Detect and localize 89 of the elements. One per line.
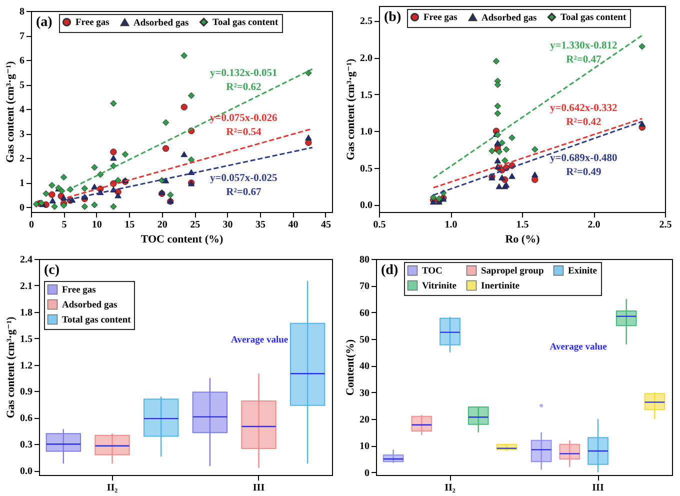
legend-label: Toal gas content bbox=[212, 18, 279, 28]
x-tick-label: 0.5 bbox=[373, 220, 386, 230]
x-tick-label: 25 bbox=[190, 220, 200, 230]
y-tick-label: 10 bbox=[360, 441, 370, 452]
y-tick-label: 1.5 bbox=[360, 90, 372, 101]
y-tick-label: 1.2 bbox=[20, 360, 32, 372]
legend-label: Free gas bbox=[62, 286, 96, 296]
y-axis-title: Gas content (cm³·g⁻¹) bbox=[5, 316, 17, 418]
annotation: R²=0.49 bbox=[566, 167, 602, 178]
legend-label: Free gas bbox=[424, 13, 458, 24]
annotation: R²=0.67 bbox=[226, 187, 262, 198]
legend-label: Adsorbed gas bbox=[134, 18, 189, 28]
y-tick-label: 8 bbox=[20, 6, 24, 18]
x-tick-label: III bbox=[592, 482, 604, 494]
y-tick-label: 3 bbox=[20, 129, 24, 140]
legend-label: Vitrinite bbox=[422, 282, 456, 292]
y-tick-label: 2.5 bbox=[360, 16, 372, 28]
y-tick-label: 0 bbox=[364, 468, 370, 479]
y-axis-title: Gas content (cm³·g⁻¹) bbox=[345, 58, 357, 160]
legend-label: Adsorbed gas bbox=[482, 13, 537, 24]
annotation: R²=0.47 bbox=[566, 54, 602, 66]
y-tick-label: 2.0 bbox=[360, 53, 372, 64]
x-tick-label: 1.5 bbox=[516, 220, 529, 230]
y-tick-label: 0.0 bbox=[20, 466, 32, 478]
annotation: y=0.642x-0.332 bbox=[550, 102, 618, 114]
x-tick-label: 1.0 bbox=[444, 220, 458, 230]
legend-label: Adsorbed gas bbox=[62, 300, 118, 310]
x-tick-label: III bbox=[252, 482, 265, 494]
y-tick-label: 1.8 bbox=[20, 307, 32, 318]
annotation: y=0.075x-0.026 bbox=[210, 112, 278, 124]
y-tick-label: 30 bbox=[360, 388, 370, 399]
legend-label: Total gas content bbox=[62, 316, 132, 326]
x-tick-label: 30 bbox=[222, 220, 233, 230]
x-tick-label: 35 bbox=[256, 220, 266, 230]
annotation: y=0.689x-0.480 bbox=[550, 153, 618, 164]
y-tick-label: 60 bbox=[360, 308, 370, 319]
y-tick-label: 5 bbox=[20, 80, 24, 92]
y-tick-label: 50 bbox=[360, 334, 370, 346]
annotation: R²=0.62 bbox=[226, 82, 262, 94]
x-tick-label: II₂ bbox=[106, 482, 118, 494]
y-tick-label: 6 bbox=[20, 56, 24, 67]
annotation: (a) bbox=[36, 15, 53, 30]
annotation: y=1.330x-0.812 bbox=[550, 40, 618, 52]
y-tick-label: 70 bbox=[360, 281, 370, 292]
annotation: R²=0.42 bbox=[566, 116, 602, 128]
y-tick-label: 7 bbox=[20, 31, 24, 42]
y-tick-label: 2.1 bbox=[20, 280, 32, 292]
annotation: y=0.057x-0.025 bbox=[210, 173, 278, 184]
y-tick-label: 0.3 bbox=[20, 440, 32, 451]
annotation: R²=0.54 bbox=[226, 126, 262, 138]
y-tick-label: 0.6 bbox=[20, 413, 32, 424]
annotation: Average value bbox=[550, 342, 607, 352]
x-tick-label: 45 bbox=[320, 220, 331, 230]
y-tick-label: 0.0 bbox=[360, 200, 372, 212]
y-axis-title: Gas content (cm³·g⁻¹) bbox=[4, 60, 16, 163]
y-tick-label: 0 bbox=[20, 202, 24, 214]
x-tick-label: 10 bbox=[92, 220, 102, 230]
y-tick-label: 0.9 bbox=[20, 386, 32, 398]
y-tick-label: 1 bbox=[20, 178, 24, 190]
annotation: (d) bbox=[381, 263, 398, 278]
annotation: Average value bbox=[231, 336, 288, 346]
x-tick-label: 15 bbox=[124, 220, 135, 230]
x-tick-label: 20 bbox=[157, 220, 168, 230]
y-tick-label: 2 bbox=[20, 154, 24, 165]
legend-label: Toal gas content bbox=[560, 13, 627, 24]
y-tick-label: 4 bbox=[20, 104, 24, 116]
legend-label: Sapropel group bbox=[481, 266, 544, 277]
x-axis-title: Ro (%) bbox=[505, 234, 540, 246]
annotation: (c) bbox=[44, 263, 60, 278]
y-tick-label: 1.0 bbox=[360, 126, 372, 138]
legend-label: Exinite bbox=[568, 266, 598, 277]
annotation: y=0.132x-0.051 bbox=[210, 68, 278, 80]
x-axis-title: TOC content (%) bbox=[140, 234, 224, 246]
legend-label: TOC bbox=[422, 266, 443, 277]
y-tick-label: 20 bbox=[360, 414, 370, 426]
x-tick-label: 2.5 bbox=[659, 220, 672, 230]
y-axis-title: Content(%) bbox=[344, 339, 356, 396]
x-tick-label: 40 bbox=[288, 220, 298, 230]
y-tick-label: 2.4 bbox=[20, 254, 32, 266]
x-tick-label: 5 bbox=[62, 220, 67, 230]
annotation: (b) bbox=[384, 10, 402, 25]
y-tick-label: 40 bbox=[360, 361, 370, 372]
y-tick-label: 1.5 bbox=[20, 334, 32, 345]
legend-label: Free gas bbox=[76, 18, 110, 28]
y-tick-label: 80 bbox=[360, 254, 370, 266]
legend-label: Inertinite bbox=[481, 282, 520, 292]
x-tick-label: II₂ bbox=[444, 482, 456, 494]
y-tick-label: 0.5 bbox=[360, 163, 372, 174]
x-tick-label: 2.0 bbox=[588, 220, 600, 230]
